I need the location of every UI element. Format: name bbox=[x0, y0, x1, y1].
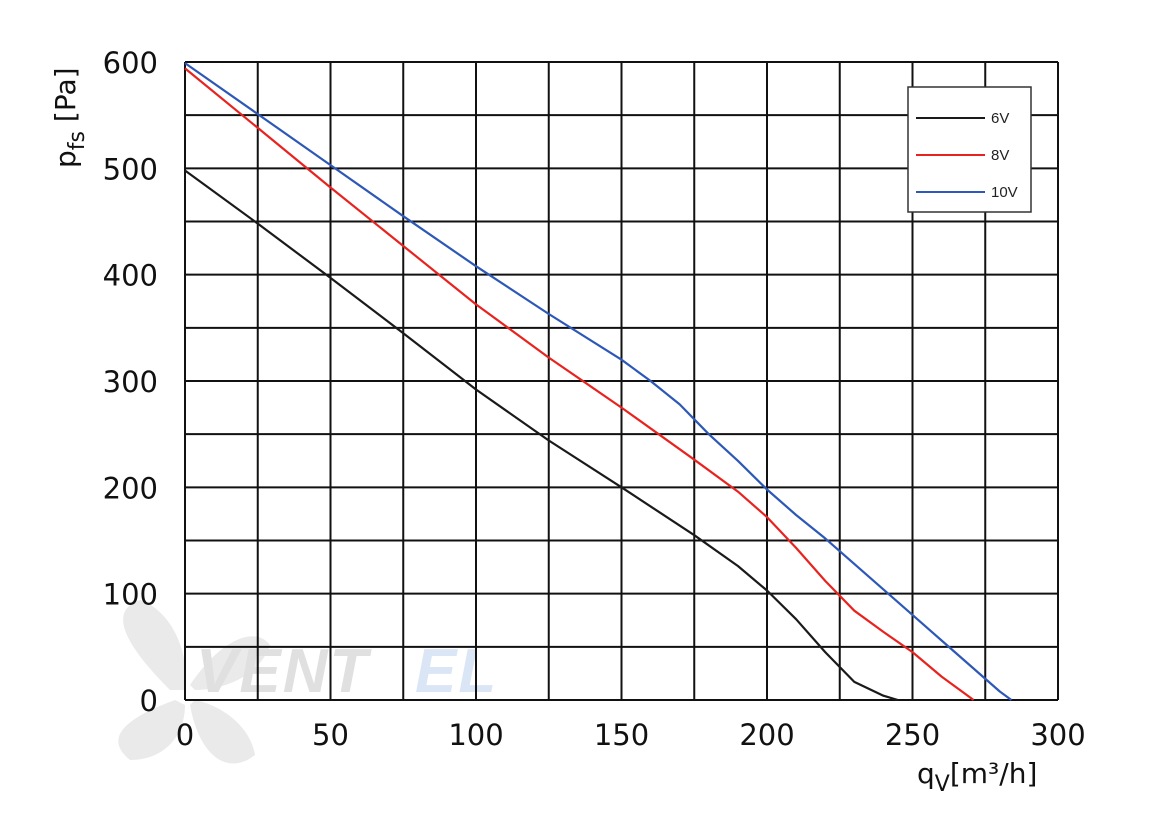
y-tick-label: 0 bbox=[140, 684, 158, 718]
ventel-watermark: VENT EL bbox=[118, 600, 498, 764]
axis-ticks: 0 50 100 150 200 250 300 0 100 200 300 400 500 600 bbox=[103, 46, 1086, 752]
x-tick-label: 250 bbox=[885, 718, 940, 752]
fan-blade-logo-icon bbox=[118, 600, 270, 764]
series-line-10v bbox=[184, 62, 1013, 701]
watermark-text-el: EL bbox=[415, 637, 498, 706]
y-axis-title: pfs [Pa] bbox=[49, 67, 90, 168]
y-tick-label: 100 bbox=[103, 578, 158, 612]
y-tick-label: 300 bbox=[103, 365, 158, 399]
x-tick-label: 150 bbox=[594, 718, 649, 752]
y-tick-label: 500 bbox=[103, 152, 158, 186]
series-line-6v bbox=[184, 169, 899, 702]
y-tick-label: 200 bbox=[103, 471, 158, 505]
chart-legend: 6V 8V 10V bbox=[907, 86, 1032, 213]
x-axis-title: qV[m³/h] bbox=[917, 757, 1037, 797]
chart-series bbox=[184, 62, 1013, 702]
series-line-8v bbox=[184, 67, 975, 701]
watermark-text-vent: VENT bbox=[196, 637, 372, 706]
chart-grid bbox=[184, 61, 1059, 701]
x-tick-label: 50 bbox=[312, 718, 349, 752]
x-axis-title-sub: V bbox=[935, 772, 950, 797]
x-tick-label: 300 bbox=[1030, 718, 1085, 752]
y-axis-title-sub: fs bbox=[65, 131, 90, 150]
x-tick-label: 200 bbox=[739, 718, 794, 752]
y-axis-title-unit: [Pa] bbox=[49, 67, 82, 131]
y-tick-label: 600 bbox=[103, 46, 158, 80]
y-tick-label: 400 bbox=[103, 259, 158, 293]
x-tick-label: 100 bbox=[448, 718, 503, 752]
legend-label-10v: 10V bbox=[991, 184, 1018, 201]
legend-label-6v: 6V bbox=[991, 110, 1009, 127]
x-axis-title-unit: [m³/h] bbox=[950, 757, 1038, 790]
x-tick-label: 0 bbox=[176, 718, 194, 752]
y-axis-title-main: p bbox=[49, 150, 82, 168]
legend-label-8v: 8V bbox=[991, 147, 1009, 164]
x-axis-title-main: q bbox=[917, 757, 935, 790]
